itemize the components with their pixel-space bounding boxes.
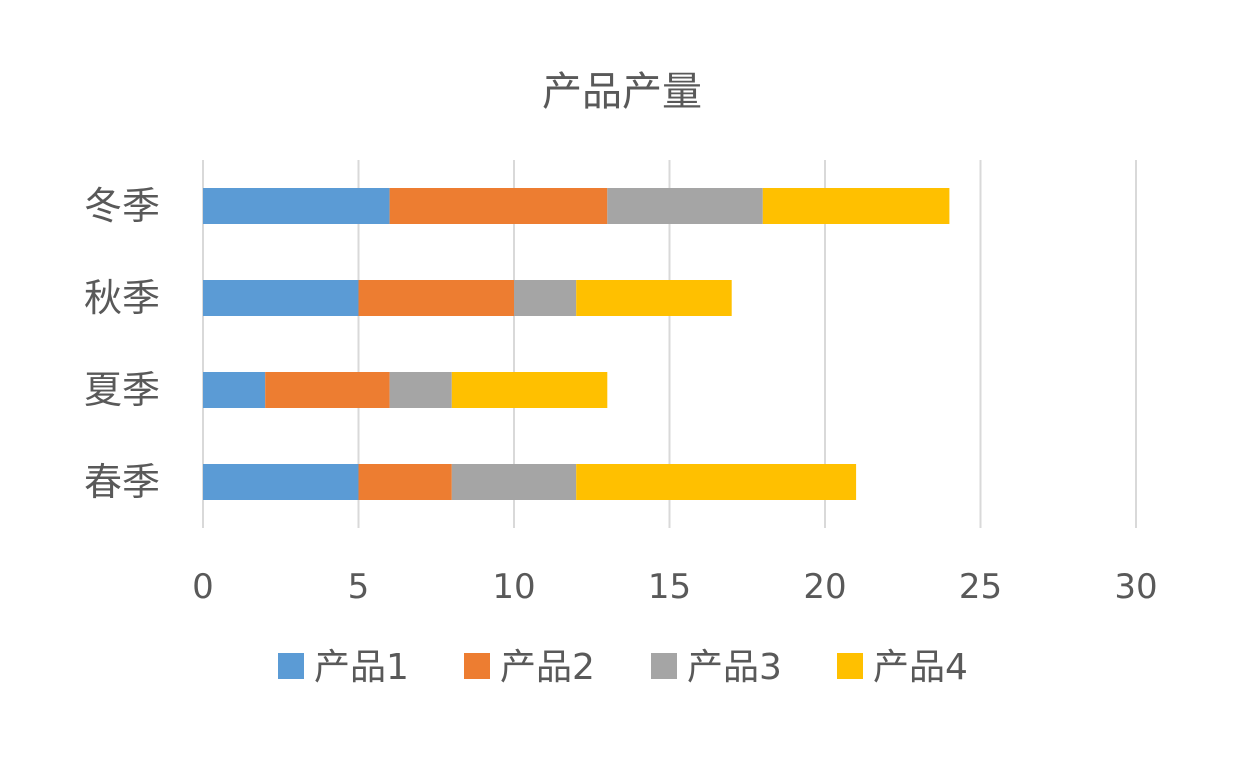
x-tick-label: 25	[959, 567, 1002, 607]
legend-item: 产品3	[651, 647, 782, 688]
bars-group	[203, 188, 950, 500]
x-tick-label: 30	[1114, 567, 1157, 607]
category-label: 春季	[84, 460, 160, 504]
bar-segment	[762, 188, 950, 224]
legend: 产品1 产品2 产品3 产品4	[278, 647, 968, 688]
bar-segment	[203, 464, 359, 500]
bar-segment	[607, 188, 763, 224]
category-label: 冬季	[84, 184, 160, 228]
bar-segment	[514, 280, 577, 316]
bar-segment	[358, 464, 452, 500]
x-tick-label: 10	[492, 567, 535, 607]
legend-label: 产品4	[873, 647, 968, 688]
legend-item: 产品4	[837, 647, 968, 688]
bar-segment	[389, 188, 608, 224]
bar-segment	[451, 464, 577, 500]
legend-item: 产品1	[278, 647, 409, 688]
legend-item: 产品2	[464, 647, 595, 688]
bar-segment	[358, 280, 514, 316]
bar-segment	[203, 280, 359, 316]
bar-segment	[203, 372, 266, 408]
x-axis-tick-labels: 0 5 10 15 20 25 30	[192, 567, 1157, 607]
chart-title: 产品产量	[542, 69, 702, 115]
bar-segment	[389, 372, 452, 408]
legend-label: 产品1	[314, 647, 409, 688]
x-tick-label: 0	[192, 567, 214, 607]
legend-label: 产品3	[687, 647, 782, 688]
bar-segment	[576, 464, 857, 500]
category-label: 夏季	[84, 368, 160, 412]
legend-swatch	[837, 653, 863, 679]
bar-segment	[265, 372, 390, 408]
x-tick-label: 20	[803, 567, 846, 607]
category-label: 秋季	[84, 276, 160, 320]
legend-swatch	[651, 653, 677, 679]
bar-segment	[451, 372, 608, 408]
legend-swatch	[464, 653, 490, 679]
x-tick-label: 15	[648, 567, 691, 607]
x-tick-label: 5	[348, 567, 370, 607]
legend-swatch	[278, 653, 304, 679]
bar-segment	[576, 280, 732, 316]
legend-label: 产品2	[500, 647, 595, 688]
bar-segment	[203, 188, 390, 224]
